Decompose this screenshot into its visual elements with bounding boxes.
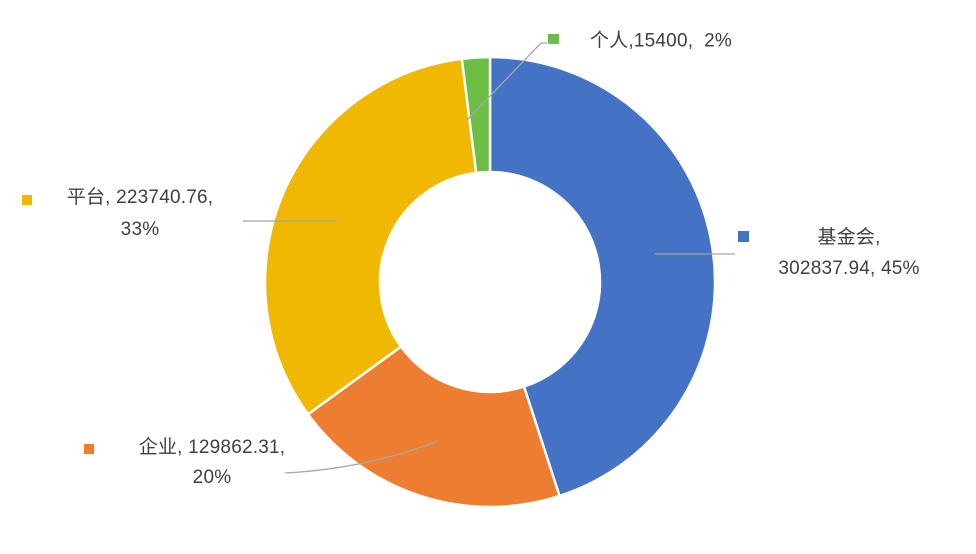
leader-lines: [243, 42, 735, 474]
slice-企业: [306, 345, 561, 509]
donut-slices: [263, 55, 717, 509]
slice-基金会: [488, 55, 717, 498]
leader-line-qiye: [284, 440, 439, 474]
data-label-pingtai-line2: 33%: [120, 219, 160, 240]
data-label-geren: 个人,15400, 2%: [590, 26, 732, 57]
legend-marker-jijinhui-icon: [738, 231, 749, 242]
data-label-pingtai: 平台, 223740.76, 33%: [67, 182, 213, 246]
legend-marker-pingtai-icon: [22, 195, 32, 205]
data-label-geren-line1: 个人,15400, 2%: [589, 30, 733, 52]
leader-line-geren: [466, 42, 547, 121]
data-label-qiye: 企业, 129862.31, 20%: [139, 433, 285, 493]
data-label-jijinhui: 基金会, 302837.94, 45%: [778, 222, 919, 284]
slice-个人: [460, 55, 492, 175]
legend-marker-geren-icon: [548, 34, 559, 44]
data-label-qiye-line2: 20%: [192, 467, 232, 488]
data-label-qiye-line1: 企业, 129862.31,: [138, 437, 286, 458]
data-label-jijinhui-line2: 302837.94, 45%: [778, 258, 920, 279]
data-label-pingtai-line1: 平台, 223740.76,: [66, 187, 214, 208]
legend-marker-qiye-icon: [84, 444, 94, 454]
slice-平台: [263, 57, 478, 416]
data-label-jijinhui-line1: 基金会,: [817, 227, 881, 248]
